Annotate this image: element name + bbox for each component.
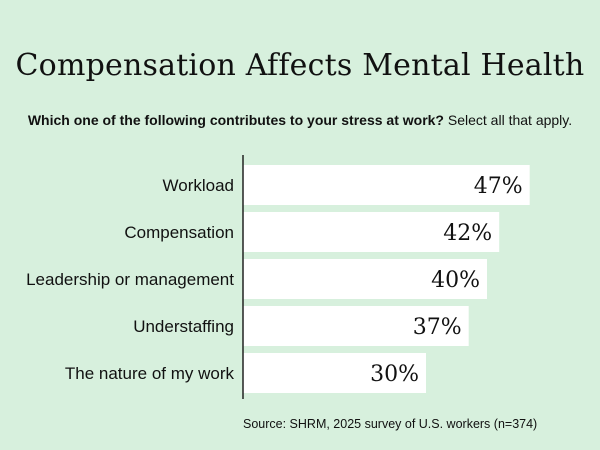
bar-3 [243, 259, 487, 299]
value-label-5: 30% [370, 362, 419, 387]
source-note: Source: SHRM, 2025 survey of U.S. worker… [243, 417, 538, 431]
bar-1 [243, 165, 530, 205]
value-label-1: 47% [474, 174, 523, 199]
survey-note: Select all that apply. [447, 112, 573, 128]
category-label-2: Compensation [124, 223, 234, 242]
chart-title: Compensation Affects Mental Health [15, 48, 585, 83]
bar-5 [243, 353, 426, 393]
chart-subtitle: Which one of the following contributes t… [0, 112, 600, 128]
category-label-4: Understaffing [133, 317, 234, 336]
value-label-4: 37% [413, 315, 462, 340]
bar-4 [243, 306, 469, 346]
category-label-1: Workload [163, 176, 235, 195]
survey-question: Which one of the following contributes t… [27, 112, 444, 128]
category-label-5: The nature of my work [65, 364, 235, 383]
value-label-3: 40% [431, 268, 480, 293]
category-label-3: Leadership or management [26, 270, 234, 289]
bar-2 [243, 212, 500, 252]
value-label-2: 42% [443, 221, 492, 246]
